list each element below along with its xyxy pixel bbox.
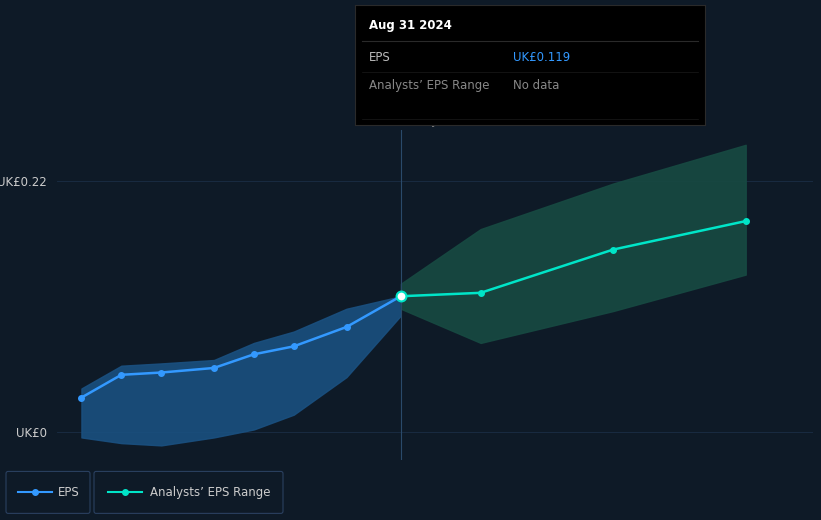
Point xyxy=(247,350,260,358)
FancyBboxPatch shape xyxy=(6,472,90,513)
Text: EPS: EPS xyxy=(369,50,391,63)
Text: Analysts Forecasts: Analysts Forecasts xyxy=(405,114,515,127)
Point xyxy=(154,368,167,376)
Point xyxy=(115,371,128,379)
Point xyxy=(607,245,620,254)
Text: Aug 31 2024: Aug 31 2024 xyxy=(369,19,452,32)
Text: Analysts’ EPS Range: Analysts’ EPS Range xyxy=(150,486,270,499)
FancyBboxPatch shape xyxy=(94,472,283,513)
Point xyxy=(287,342,300,350)
Text: No data: No data xyxy=(512,80,559,93)
Text: EPS: EPS xyxy=(58,486,80,499)
Text: UK£0.119: UK£0.119 xyxy=(512,50,570,63)
Point xyxy=(75,394,88,402)
Point xyxy=(394,292,407,301)
Point xyxy=(208,364,221,372)
Text: Analysts’ EPS Range: Analysts’ EPS Range xyxy=(369,80,489,93)
Point xyxy=(340,323,353,331)
Point xyxy=(474,289,487,297)
Text: Actual: Actual xyxy=(360,114,397,127)
Point xyxy=(739,217,752,225)
Point xyxy=(394,292,407,301)
